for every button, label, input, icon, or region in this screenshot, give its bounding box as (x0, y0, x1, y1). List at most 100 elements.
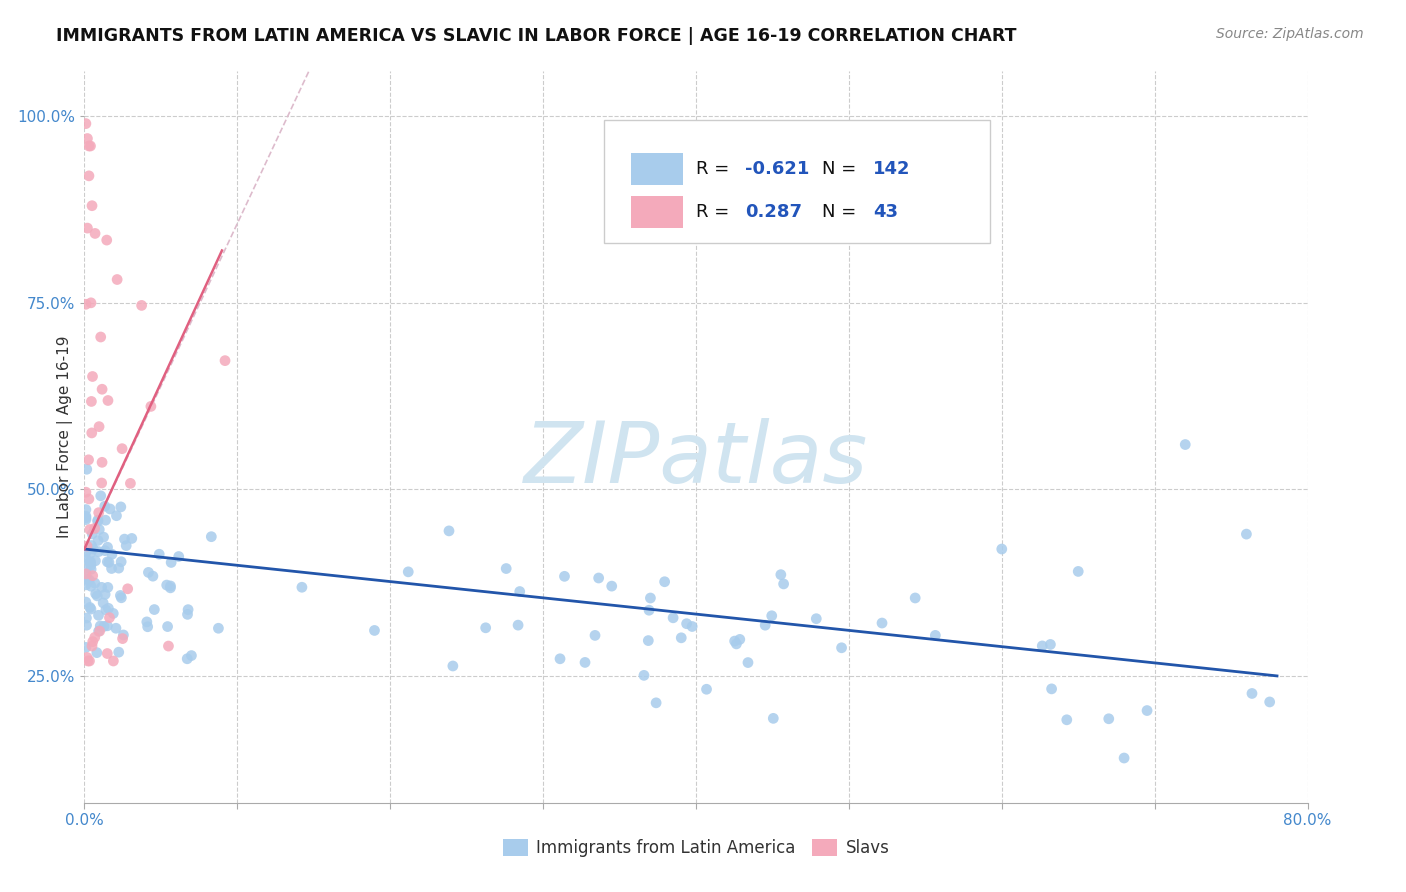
Point (600, 579, 623, 593)
Point (79, 600, 101, 615)
Text: IMMIGRANTS FROM LATIN AMERICA VS SLAVIC IN LABOR FORCE | AGE 16-19 CORRELATION C: IMMIGRANTS FROM LATIN AMERICA VS SLAVIC … (56, 27, 1017, 45)
Point (76, 654, 98, 668)
Point (870, 615, 893, 630)
Point (120, 476, 142, 491)
Point (87, 506, 110, 520)
Point (176, 652, 198, 666)
Point (396, 565, 419, 579)
Point (75, 485, 97, 500)
Point (93, 499, 115, 513)
Text: 43: 43 (873, 203, 898, 221)
Point (98, 610, 121, 624)
Point (75, 640, 97, 655)
Point (97, 393, 120, 408)
Point (87, 513, 110, 527)
Point (696, 682, 718, 697)
Bar (631, 196, 682, 228)
Point (103, 654, 125, 668)
Point (87, 544, 110, 558)
Point (762, 711, 785, 725)
Point (77, 573, 100, 587)
Bar (631, 153, 682, 185)
Point (80, 539, 103, 553)
Point (121, 532, 143, 546)
Point (156, 619, 179, 633)
Text: Source: ZipAtlas.com: Source: ZipAtlas.com (1216, 27, 1364, 41)
Point (86, 646, 108, 660)
Point (214, 353, 236, 368)
Point (75, 578, 97, 592)
Point (104, 621, 127, 635)
Point (89, 523, 111, 537)
Point (110, 589, 132, 603)
Point (83, 576, 105, 591)
Point (724, 634, 747, 648)
Point (157, 639, 180, 653)
Point (114, 532, 136, 546)
Point (142, 569, 165, 583)
Point (1240, 686, 1263, 700)
Point (110, 500, 132, 514)
Point (87, 608, 110, 623)
Point (82, 527, 104, 541)
Text: ZIPatlas: ZIPatlas (524, 417, 868, 500)
Point (633, 668, 655, 682)
Point (98, 502, 121, 516)
Point (75, 510, 97, 524)
Point (160, 556, 183, 570)
Point (180, 648, 202, 663)
Point (80, 199, 103, 213)
Point (75, 502, 97, 516)
Point (94, 587, 117, 601)
Point (76, 539, 98, 553)
Point (831, 640, 853, 655)
Point (91, 596, 114, 610)
Point (77, 491, 100, 506)
Point (1031, 639, 1053, 653)
Point (75, 566, 97, 581)
Point (640, 591, 662, 605)
Point (110, 591, 132, 605)
Point (100, 561, 122, 575)
Text: R =: R = (696, 203, 735, 221)
Point (107, 645, 129, 659)
Point (75, 611, 97, 625)
Point (506, 618, 529, 632)
Point (76, 650, 98, 665)
Point (79, 555, 101, 569)
Point (553, 569, 575, 583)
Y-axis label: In Labor Force | Age 16-19: In Labor Force | Age 16-19 (58, 335, 73, 539)
Point (583, 628, 606, 642)
Point (82, 634, 104, 648)
Point (148, 547, 170, 561)
Point (1098, 712, 1121, 726)
Point (91, 455, 114, 469)
Point (83, 521, 105, 535)
Point (1136, 704, 1159, 718)
Point (90, 330, 112, 344)
Point (1040, 681, 1063, 696)
Point (90, 580, 112, 594)
Point (167, 549, 190, 564)
Point (77, 169, 100, 183)
Text: N =: N = (823, 160, 862, 178)
Point (87, 533, 110, 548)
Point (75, 545, 97, 559)
Text: R =: R = (696, 160, 735, 178)
Point (76, 573, 98, 587)
Point (91, 382, 114, 396)
Point (84, 587, 107, 601)
Point (75, 552, 97, 566)
Point (728, 632, 751, 647)
Point (548, 652, 571, 666)
Point (769, 567, 792, 582)
Text: N =: N = (823, 203, 862, 221)
Point (772, 577, 794, 591)
Point (94, 513, 117, 527)
Point (89, 624, 111, 639)
Point (103, 607, 125, 621)
Point (117, 582, 139, 596)
Point (76, 221, 98, 235)
Point (1258, 695, 1281, 709)
Point (101, 547, 124, 561)
